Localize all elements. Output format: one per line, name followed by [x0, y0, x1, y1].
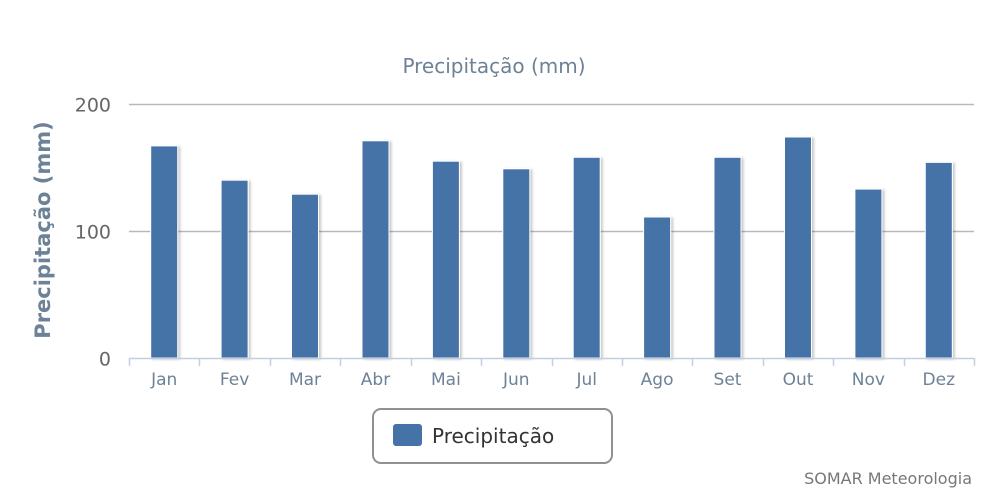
bar-mai[interactable]: [431, 160, 460, 359]
legend-label: Precipitação: [432, 424, 554, 448]
y-tick-labels: 0 100 200: [75, 95, 111, 371]
bars: [150, 136, 953, 359]
bar-fev[interactable]: [220, 179, 249, 359]
x-tick-label: Fev: [220, 370, 249, 390]
x-tick-label: Nov: [852, 370, 885, 390]
bar-out[interactable]: [784, 136, 812, 359]
x-tick-label: Abr: [361, 370, 390, 390]
legend-box: [372, 408, 613, 464]
x-tick-label: Out: [783, 370, 814, 390]
x-tick-label: Mar: [289, 370, 321, 390]
y-tick-label: 200: [75, 95, 111, 117]
bar-jun[interactable]: [502, 168, 531, 359]
legend-swatch: [393, 424, 422, 446]
x-tick-labels: Jan Fev Mar Abr Mai Jun Jul Ago Set Out Nov Dez: [150, 370, 955, 390]
bar-jan[interactable]: [150, 145, 179, 359]
gridlines: [129, 103, 974, 233]
bar-mar[interactable]: [291, 193, 319, 359]
y-axis-title: Precipitação (mm): [31, 121, 55, 338]
x-tick-label: Mai: [431, 370, 461, 390]
bar-jul[interactable]: [572, 156, 601, 359]
y-tick-label: 0: [99, 349, 111, 371]
x-tick-label: Jun: [502, 370, 530, 390]
bar-nov[interactable]: [854, 188, 883, 359]
x-tick-label: Jan: [150, 370, 177, 390]
x-tick-label: Dez: [923, 370, 956, 390]
bar-abr[interactable]: [361, 140, 390, 359]
chart-title: Precipitação (mm): [402, 54, 585, 78]
x-axis: [128, 357, 976, 366]
bar-dez[interactable]: [924, 161, 953, 359]
bar-ago[interactable]: [643, 216, 672, 359]
y-tick-label: 100: [75, 222, 111, 244]
credit-text[interactable]: SOMAR Meteorologia: [804, 469, 972, 488]
x-tick-label: Set: [714, 370, 742, 390]
legend[interactable]: Precipitação: [372, 408, 613, 464]
bar-set[interactable]: [713, 156, 742, 359]
x-tick-label: Jul: [575, 370, 597, 390]
x-tick-label: Ago: [641, 370, 674, 390]
